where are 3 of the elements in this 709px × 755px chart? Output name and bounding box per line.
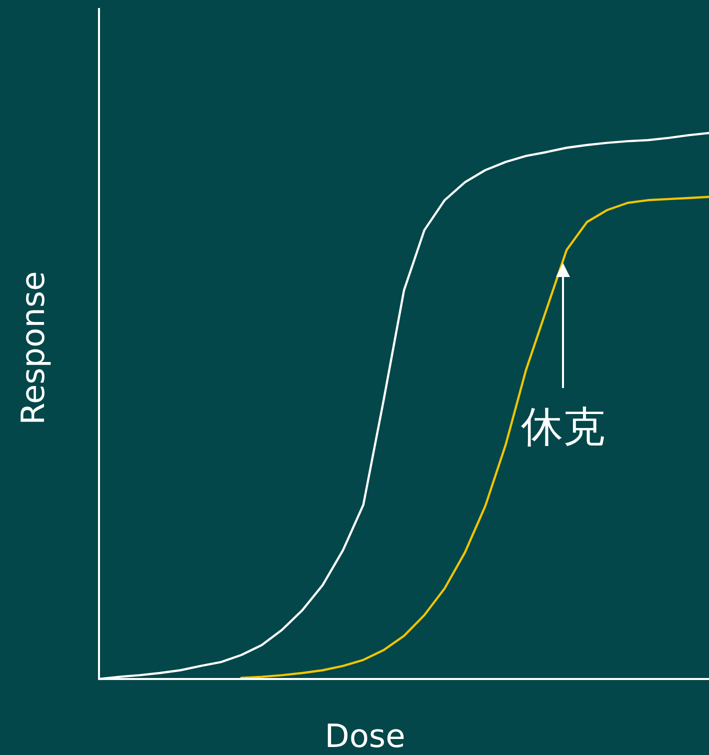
- annotation: 休克: [521, 402, 605, 451]
- x-axis-title: Dose: [324, 717, 406, 755]
- y-axis-title: Response: [14, 271, 52, 425]
